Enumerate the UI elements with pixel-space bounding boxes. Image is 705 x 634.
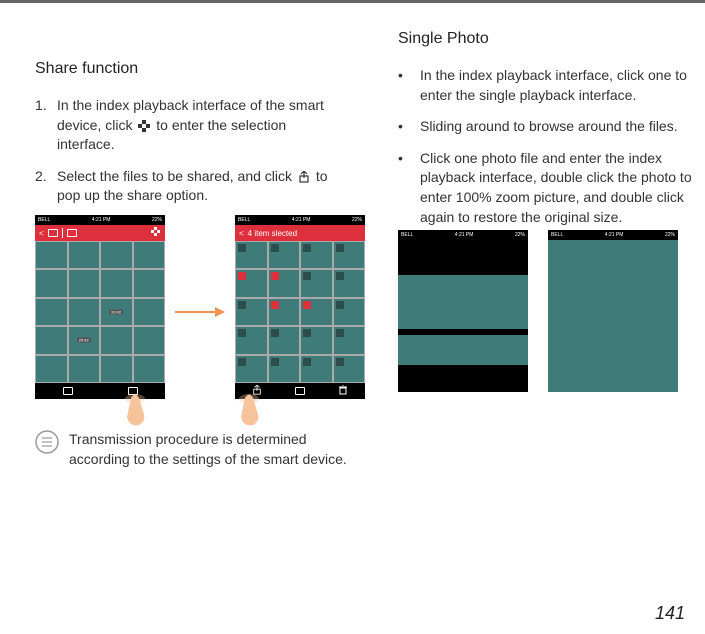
bullet-1-text: In the index playback interface, click o… xyxy=(420,66,698,105)
single-photo-body xyxy=(398,240,528,392)
selection-icon xyxy=(138,120,150,132)
back-button[interactable]: < xyxy=(39,229,44,238)
bullet-2-text: Sliding around to browse around the file… xyxy=(420,117,678,137)
step-1: 1. In the index playback interface of th… xyxy=(35,96,345,155)
app-topbar: < xyxy=(35,225,165,241)
status-bar: BELL 4:21 PM 22% xyxy=(548,230,678,240)
status-time: 4:21 PM xyxy=(455,232,474,238)
back-button[interactable]: < xyxy=(239,229,244,238)
status-carrier: BELL xyxy=(551,232,563,238)
single-photo-heading: Single Photo xyxy=(398,30,698,48)
step-number: 2. xyxy=(35,167,57,206)
finger-pointer-icon xyxy=(121,393,155,427)
status-time: 4:21 PM xyxy=(605,232,624,238)
note-block: Transmission procedure is determined acc… xyxy=(35,430,350,469)
step-2: 2. Select the files to be shared, and cl… xyxy=(35,167,345,206)
cell-timestamp: 20:42 xyxy=(77,338,91,343)
note-text: Transmission procedure is determined acc… xyxy=(69,430,350,469)
status-bar: BELL 4:21 PM 22% xyxy=(35,215,165,225)
bullet-marker: • xyxy=(398,117,420,137)
thumbnail-grid-selected xyxy=(235,241,365,383)
photo-fullscreen xyxy=(548,240,678,392)
phone-mockup-before: BELL 4:21 PM 22% < 20:42 20:42 xyxy=(35,215,165,399)
thumbnail-grid: 20:42 20:42 xyxy=(35,241,165,383)
photo-secondary xyxy=(398,335,528,365)
cell-timestamp: 20:42 xyxy=(109,310,123,315)
page-number: 141 xyxy=(655,603,685,624)
page-top-rule xyxy=(0,0,705,3)
status-bar: BELL 4:21 PM 22% xyxy=(398,230,528,240)
single-photo-bullets: •In the index playback interface, click … xyxy=(398,66,698,227)
step-1-text: In the index playback interface of the s… xyxy=(57,96,345,155)
status-time: 4:21 PM xyxy=(292,217,311,223)
delete-action-icon[interactable] xyxy=(338,385,348,397)
status-time: 4:21 PM xyxy=(92,217,111,223)
note-icon xyxy=(35,430,59,454)
share-steps-list: 1. In the index playback interface of th… xyxy=(35,96,345,206)
status-battery: 22% xyxy=(515,232,525,238)
tab-divider xyxy=(62,228,63,238)
status-battery: 22% xyxy=(152,217,162,223)
bullet-marker: • xyxy=(398,66,420,105)
right-column: Single Photo •In the index playback inte… xyxy=(398,30,698,239)
status-bar: BELL 4:21 PM 22% xyxy=(235,215,365,225)
bullet-3-text: Click one photo file and enter the index… xyxy=(420,149,698,227)
left-column: Share function 1. In the index playback … xyxy=(35,60,345,220)
save-action-icon[interactable] xyxy=(295,387,305,395)
video-tab-icon[interactable] xyxy=(67,229,77,237)
camera-tab-icon[interactable] xyxy=(48,229,58,237)
bullet-3: •Click one photo file and enter the inde… xyxy=(398,149,698,227)
finger-pointer-icon xyxy=(235,393,269,427)
status-battery: 22% xyxy=(352,217,362,223)
selection-mode-icon[interactable] xyxy=(151,227,161,239)
status-carrier: BELL xyxy=(38,217,50,223)
phone-mockup-single-view: BELL 4:21 PM 22% xyxy=(398,230,528,392)
status-carrier: BELL xyxy=(238,217,250,223)
toolbar-icon-1[interactable] xyxy=(63,387,73,395)
selection-count-label: 4 item slected xyxy=(248,229,297,238)
phone-mockup-after: BELL 4:21 PM 22% < 4 item slected xyxy=(235,215,365,399)
bullet-marker: • xyxy=(398,149,420,227)
bullet-2: •Sliding around to browse around the fil… xyxy=(398,117,698,137)
status-carrier: BELL xyxy=(401,232,413,238)
phone-mockup-zoom-view: BELL 4:21 PM 22% xyxy=(548,230,678,392)
step-number: 1. xyxy=(35,96,57,155)
share-icon xyxy=(298,171,310,183)
status-battery: 22% xyxy=(665,232,675,238)
photo-main xyxy=(398,275,528,329)
share-function-heading: Share function xyxy=(35,60,345,78)
step-2-pre: Select the files to be shared, and click xyxy=(57,168,296,184)
share-illustration: BELL 4:21 PM 22% < 20:42 20:42 xyxy=(35,215,355,415)
transition-arrow xyxy=(175,305,225,319)
bullet-1: •In the index playback interface, click … xyxy=(398,66,698,105)
step-2-text: Select the files to be shared, and click… xyxy=(57,167,345,206)
app-topbar-selected: < 4 item slected xyxy=(235,225,365,241)
single-photo-illustration: BELL 4:21 PM 22% BELL 4:21 PM 22% xyxy=(398,230,678,400)
